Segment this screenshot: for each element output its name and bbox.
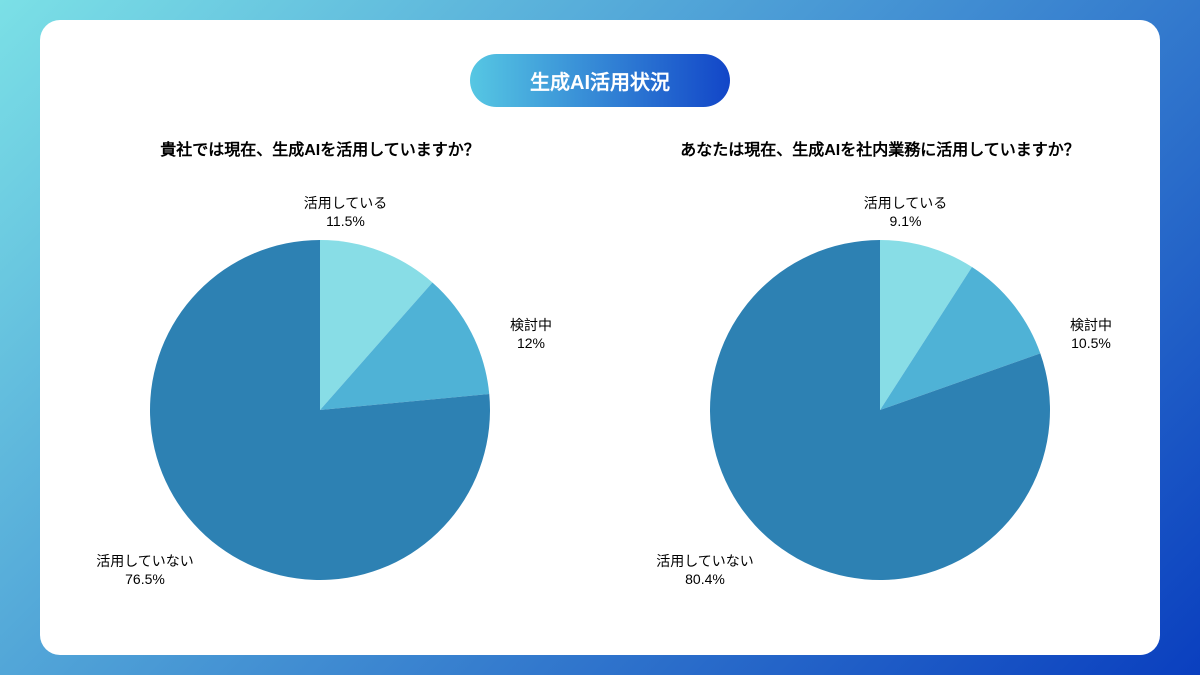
pie-slice-label-value: 11.5% xyxy=(304,212,388,230)
pie-slice-label-name: 検討中 xyxy=(1070,315,1112,333)
charts-row: 貴社では現在、生成AIを活用していますか？活用している11.5%検討中12%活用… xyxy=(40,130,1160,630)
chart-column: 貴社では現在、生成AIを活用していますか？活用している11.5%検討中12%活用… xyxy=(60,130,580,630)
pie-slice-label-value: 10.5% xyxy=(1070,334,1112,352)
pie-slice-label: 検討中12% xyxy=(510,315,552,351)
pie-slice-label-name: 検討中 xyxy=(510,315,552,333)
page-root: 生成AI活用状況 貴社では現在、生成AIを活用していますか？活用している11.5… xyxy=(0,0,1200,675)
pie-wrap: 活用している9.1% 検討中10.5% 活用していない80.4% xyxy=(620,170,1140,630)
pie-slice-label: 活用していない80.4% xyxy=(656,552,754,588)
chart-question: あなたは現在、生成AIを社内業務に活用していますか？ xyxy=(680,136,1080,160)
pie-slice-label-name: 活用していない xyxy=(656,552,754,570)
chart-column: あなたは現在、生成AIを社内業務に活用していますか？ 活用している9.1% 検討中1… xyxy=(620,130,1140,630)
pie-slice-label: 検討中10.5% xyxy=(1070,315,1112,351)
pie-wrap: 活用している11.5% 検討中12% 活用していない76.5% xyxy=(60,170,580,630)
pie-slice-label-name: 活用していない xyxy=(96,552,194,570)
pie-slice-label-name: 活用している xyxy=(304,194,388,212)
pie-slice-label-name: 活用している xyxy=(864,194,948,212)
pie-slice-label: 活用している9.1% xyxy=(864,194,948,230)
page-title-pill: 生成AI活用状況 xyxy=(470,54,730,107)
page-title-text: 生成AI活用状況 xyxy=(530,72,670,94)
chart-question: 貴社では現在、生成AIを活用していますか？ xyxy=(160,136,480,160)
content-card: 生成AI活用状況 貴社では現在、生成AIを活用していますか？活用している11.5… xyxy=(40,20,1160,655)
pie-slice-label-value: 76.5% xyxy=(96,570,194,588)
pie-slice-label: 活用していない76.5% xyxy=(96,552,194,588)
pie-slice-label-value: 9.1% xyxy=(864,212,948,230)
pie-slice-label: 活用している11.5% xyxy=(304,194,388,230)
pie-slice-label-value: 12% xyxy=(510,334,552,352)
pie-slice-label-value: 80.4% xyxy=(656,570,754,588)
